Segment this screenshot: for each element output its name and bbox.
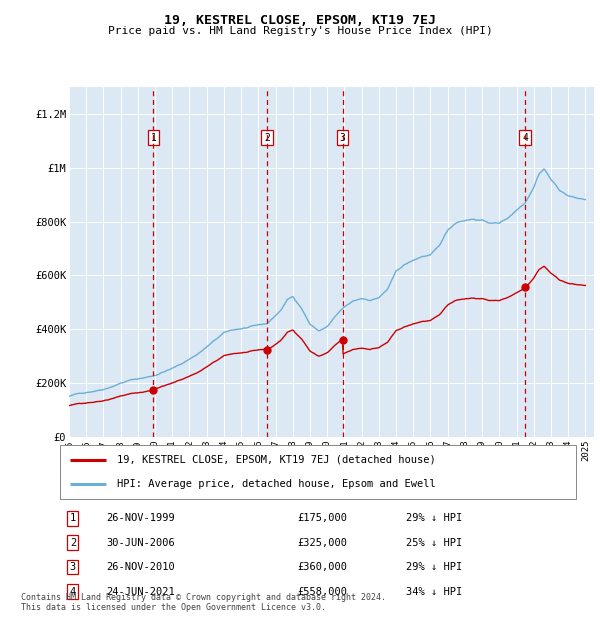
Text: Price paid vs. HM Land Registry's House Price Index (HPI): Price paid vs. HM Land Registry's House … (107, 26, 493, 36)
Text: 26-NOV-2010: 26-NOV-2010 (106, 562, 175, 572)
Text: 1: 1 (70, 513, 76, 523)
Text: 4: 4 (70, 587, 76, 596)
Text: 1: 1 (151, 133, 156, 143)
Text: 19, KESTREL CLOSE, EPSOM, KT19 7EJ: 19, KESTREL CLOSE, EPSOM, KT19 7EJ (164, 14, 436, 27)
Text: 3: 3 (70, 562, 76, 572)
Text: £360,000: £360,000 (298, 562, 347, 572)
Text: 2: 2 (264, 133, 270, 143)
Text: 2: 2 (70, 538, 76, 547)
Text: 29% ↓ HPI: 29% ↓ HPI (406, 513, 462, 523)
Text: 26-NOV-1999: 26-NOV-1999 (106, 513, 175, 523)
Text: 19, KESTREL CLOSE, EPSOM, KT19 7EJ (detached house): 19, KESTREL CLOSE, EPSOM, KT19 7EJ (deta… (117, 455, 436, 465)
Text: £558,000: £558,000 (298, 587, 347, 596)
Text: 24-JUN-2021: 24-JUN-2021 (106, 587, 175, 596)
FancyBboxPatch shape (60, 445, 576, 499)
Text: £175,000: £175,000 (298, 513, 347, 523)
Text: 30-JUN-2006: 30-JUN-2006 (106, 538, 175, 547)
Text: 25% ↓ HPI: 25% ↓ HPI (406, 538, 462, 547)
Text: Contains HM Land Registry data © Crown copyright and database right 2024.
This d: Contains HM Land Registry data © Crown c… (21, 593, 386, 612)
Text: HPI: Average price, detached house, Epsom and Ewell: HPI: Average price, detached house, Epso… (117, 479, 436, 489)
Text: 34% ↓ HPI: 34% ↓ HPI (406, 587, 462, 596)
Text: £325,000: £325,000 (298, 538, 347, 547)
Text: 3: 3 (340, 133, 346, 143)
Text: 4: 4 (522, 133, 528, 143)
Text: 29% ↓ HPI: 29% ↓ HPI (406, 562, 462, 572)
